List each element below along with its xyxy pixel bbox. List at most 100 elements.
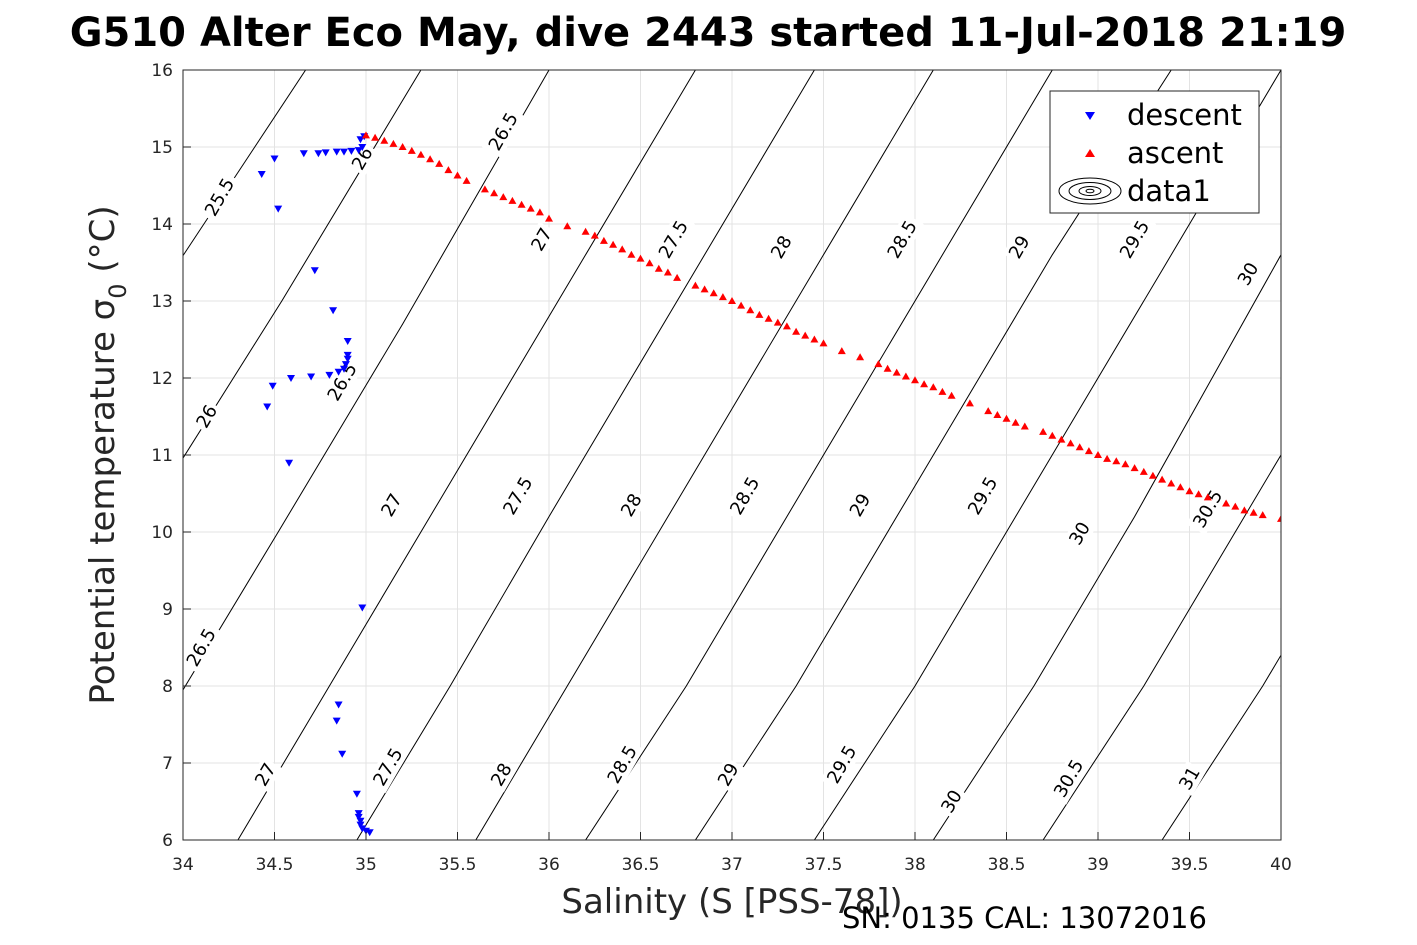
descent-point [365, 829, 374, 837]
density-contour-28.5 [585, 70, 1053, 840]
ascent-point [1249, 508, 1258, 516]
y-axis-label-symbol: σ [83, 299, 123, 321]
ascent-point [362, 131, 370, 139]
contour-label-bg [1047, 752, 1091, 805]
contour-label-bg [1063, 515, 1097, 552]
descent-point [334, 701, 343, 709]
density-contour-26.5 [183, 70, 550, 691]
ascent-point [508, 196, 517, 204]
descent-point [287, 375, 295, 382]
x-tick-label: 38 [904, 855, 926, 875]
ascent-point [1057, 435, 1066, 443]
descent-point [299, 150, 308, 158]
ascent-point [883, 364, 892, 372]
descent-point [356, 821, 365, 829]
contour-label-bg [179, 621, 223, 674]
ascent-point [599, 236, 608, 244]
contour-label-bg [1113, 213, 1157, 266]
ascent-point [380, 136, 389, 144]
legend-ascent-label: ascent [1127, 136, 1223, 170]
descent-point [325, 371, 334, 379]
contour-label-bg [880, 213, 924, 266]
ascent-point [618, 245, 627, 253]
descent-point [340, 148, 348, 156]
contour-label-bg [525, 221, 559, 258]
ascent-point [1020, 422, 1029, 430]
ascent-point [792, 327, 801, 335]
contour-label-bg [345, 140, 379, 177]
ascent-point [581, 227, 590, 235]
x-tick-label: 38.5 [988, 855, 1026, 875]
ascent-point [590, 231, 599, 239]
ascent-point [1167, 479, 1176, 487]
ascent-point [1139, 467, 1148, 475]
descent-point [332, 717, 341, 725]
ascent-point [728, 297, 736, 304]
y-tick-label: 7 [162, 754, 173, 774]
ascent-point [517, 200, 526, 208]
ascent-point [389, 139, 398, 147]
descent-point [270, 155, 279, 163]
legend-descent-marker [1085, 112, 1095, 120]
data-markers [257, 131, 1281, 837]
legend-ascent-marker [1085, 149, 1095, 157]
contour-label-bg [961, 469, 1005, 523]
ascent-point [856, 353, 865, 361]
contour-label-bg [820, 738, 864, 791]
y-tick-label: 6 [162, 831, 173, 851]
ascent-point [1231, 502, 1240, 510]
ascent-point [453, 171, 462, 179]
ascent-point [480, 185, 489, 193]
ascent-point [444, 166, 453, 174]
descent-point [352, 790, 361, 798]
ascent-point [1066, 439, 1075, 447]
contour-label-bg [190, 398, 224, 435]
ascent-point [1048, 431, 1057, 439]
y-tick-label: 10 [151, 523, 173, 543]
descent-point [343, 338, 352, 345]
legend: descent ascent data1 [1049, 90, 1260, 214]
contour-label-bg [1231, 256, 1265, 292]
contour-label-bg [496, 469, 540, 523]
ascent-point [718, 293, 727, 301]
ascent-point [435, 159, 444, 167]
y-tick-label: 9 [162, 600, 173, 620]
legend-descent-label: descent [1127, 98, 1242, 132]
ascent-point [911, 376, 919, 384]
descent-point [332, 148, 341, 156]
ascent-point [1011, 418, 1020, 426]
y-axis-label: Potential temperature σ0 (°C) [83, 205, 132, 704]
ascent-point [837, 347, 846, 355]
legend-data1-icon [1058, 177, 1122, 205]
ascent-point [545, 214, 553, 222]
y-tick-label: 8 [162, 677, 173, 697]
ascent-point [810, 335, 819, 343]
ascent-point [755, 310, 764, 318]
contour-label-bg [764, 229, 798, 265]
axis-ticks: 34 34.5 35 35.5 36 36.5 37 37.5 38 38.5 39 39.5 40 6 7… [151, 61, 1291, 875]
ascent-point [874, 360, 883, 368]
ascent-point [1084, 447, 1093, 455]
density-contour-27.5 [356, 70, 815, 840]
ascent-point [426, 155, 435, 163]
x-tick-label: 40 [1270, 855, 1292, 875]
contour-label-bg [935, 783, 969, 820]
x-axis-label: Salinity (S [PSS-78]) [561, 882, 902, 922]
ascent-point [737, 301, 746, 309]
descent-point [343, 355, 352, 363]
density-contour-27 [237, 70, 696, 840]
ascent-point [535, 208, 544, 216]
ascent-point [645, 259, 654, 267]
x-tick-label: 39.5 [1171, 855, 1209, 875]
ascent-point [746, 306, 755, 314]
contour-label-bg [600, 738, 644, 791]
ascent-point [993, 411, 1002, 418]
legend-data1-label: data1 [1127, 174, 1211, 208]
ascent-point [764, 314, 773, 322]
ascent-point [901, 372, 910, 380]
ascent-point [1258, 511, 1267, 519]
ascent-point [1039, 427, 1048, 435]
y-axis-label-subscript: 0 [104, 283, 132, 298]
x-tick-label: 35 [355, 855, 377, 875]
